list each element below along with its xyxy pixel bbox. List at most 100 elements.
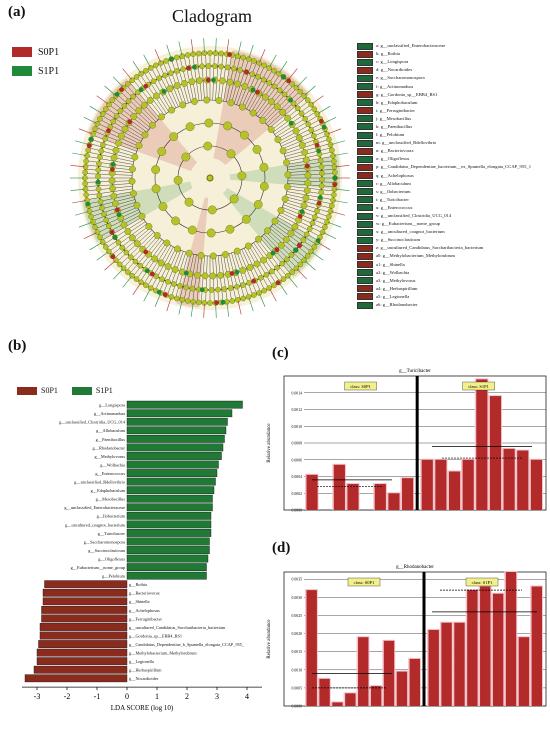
clado-branch (259, 237, 291, 274)
clado-branch (271, 100, 309, 131)
clado-node (277, 241, 285, 249)
clado-node (261, 62, 268, 69)
lda-bar-label: g__Pelobium (102, 574, 126, 579)
clado-outer-tick (178, 41, 183, 56)
lda-bar-label: g__Paenibacillus (96, 437, 126, 442)
clado-outer-tick (203, 303, 205, 318)
clado-node (207, 300, 213, 306)
clado-outer-tick (335, 165, 350, 168)
taxa-legend-label: a0: g__Methylobacterium_Methylorubrum (376, 253, 455, 259)
clado-node (171, 281, 177, 287)
clado-node (251, 58, 257, 64)
clado-node (218, 63, 224, 70)
clado-outer-tick (154, 293, 161, 307)
clado-branch (85, 173, 133, 176)
taxa-legend-swatch (357, 123, 373, 131)
lda-bar (126, 537, 210, 546)
clado-node (146, 96, 154, 104)
clado-node (110, 192, 118, 200)
taxa-legend-label: k: g__Paenibacillus (376, 123, 413, 129)
clado-branch (269, 227, 306, 259)
taxa-legend-item: u: g__Enterococcus (357, 204, 549, 212)
cladogram-title: Cladogram (172, 6, 252, 26)
clado-marker-node (316, 148, 322, 154)
clado-node (204, 118, 214, 128)
clado-node (179, 53, 185, 59)
clado-branch (158, 63, 179, 107)
taxa-legend-swatch (357, 115, 373, 123)
lda-bar (126, 452, 222, 460)
lda-bar (39, 631, 128, 640)
taxa-legend-swatch (357, 99, 373, 107)
clado-node (97, 154, 103, 161)
clado-marker-node (244, 69, 249, 75)
clado-branch (99, 214, 142, 237)
taxa-legend-label: z: g__uncultured_Candidatus_Saccharibact… (376, 245, 484, 251)
clado-node (147, 285, 154, 291)
clado-node (121, 125, 129, 133)
clado-node (227, 99, 235, 107)
lda-bar-label: g__Edaphobaculum (91, 488, 126, 493)
clado-branch (274, 221, 314, 249)
taxa-legend-label: f: g__Actinomadura (376, 83, 414, 89)
clado-branch (277, 115, 319, 140)
clado-node (151, 255, 159, 263)
clado-outer-tick (296, 268, 307, 280)
plot-bar (489, 396, 502, 510)
clado-node (109, 97, 116, 103)
clado-branch (114, 227, 151, 259)
clado-branch (251, 244, 277, 285)
clado-outer-tick (113, 76, 124, 88)
clado-node (102, 244, 109, 250)
clado-node (223, 121, 233, 131)
clado-node (310, 133, 317, 139)
clado-node (249, 71, 255, 78)
taxa-legend-item: q: g__Achelophosus (357, 172, 549, 180)
lda-bar-label: g__Candidatus_Dependentiae_b_Spumella_el… (129, 642, 245, 647)
lda-bar-label: g__Methylovorus (94, 454, 125, 459)
taxa-legend-label: a6: g__Rhodanobacter (376, 302, 418, 308)
clado-branch (253, 242, 281, 282)
clado-node (203, 141, 213, 151)
clado-node (302, 194, 310, 202)
clado-branch (231, 252, 245, 299)
clado-node (97, 234, 103, 241)
clado-node (111, 200, 119, 207)
plot-bar (503, 448, 515, 510)
clado-node (274, 136, 282, 144)
clado-marker-node (156, 289, 162, 295)
clado-branch (244, 65, 265, 108)
clado-node (95, 186, 102, 192)
lda-bar-label: g__Mesobacillus (96, 497, 126, 502)
clado-outer-tick (215, 38, 217, 53)
clado-marker-node (168, 56, 174, 62)
clado-node (271, 83, 278, 90)
clado-branch (143, 71, 169, 112)
plot-bar (370, 686, 382, 706)
clado-branch (205, 255, 208, 303)
clado-node (319, 229, 326, 236)
clado-marker-node (110, 254, 116, 260)
clado-branch (283, 204, 328, 221)
clado-outer-tick (96, 95, 109, 105)
lda-bar-label: g__Oligoflexus (98, 556, 125, 561)
plot-y-tick-label: 0.0012 (292, 408, 303, 412)
clado-node (308, 127, 315, 133)
clado-node (196, 77, 203, 84)
clado-node (174, 245, 181, 253)
lda-bar-label: g__Rhodanobacter (93, 445, 126, 450)
clado-node (120, 221, 128, 229)
clado-node (304, 171, 312, 179)
clado-branch (85, 185, 133, 192)
clado-node (102, 106, 109, 112)
clado-node (237, 171, 247, 181)
clado-outer-tick (122, 68, 132, 80)
clado-node (130, 190, 137, 197)
clado-branch (264, 233, 297, 269)
clado-branch (233, 252, 249, 297)
clado-branch (101, 216, 143, 241)
clado-node (208, 287, 215, 293)
clado-node (297, 88, 304, 95)
clado-node (318, 189, 324, 196)
clado-outer-tick (178, 300, 183, 315)
